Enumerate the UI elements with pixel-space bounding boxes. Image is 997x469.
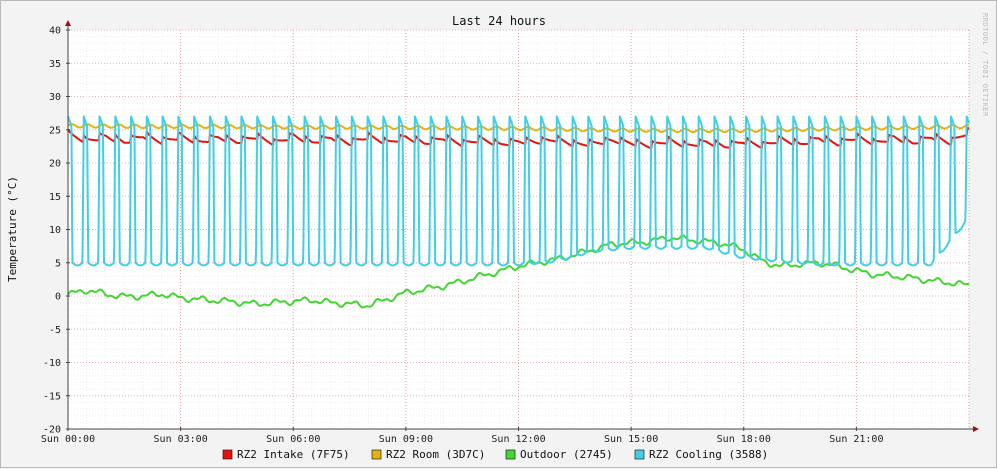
y-tick-label: 0 bbox=[55, 292, 61, 303]
x-tick-label: Sun 06:00 bbox=[266, 434, 320, 445]
y-tick-label: -20 bbox=[43, 425, 61, 436]
x-axis-arrow bbox=[973, 426, 979, 432]
legend-label: RZ2 Intake (7F75) bbox=[237, 448, 350, 461]
chart-title: Last 24 hours bbox=[452, 14, 546, 28]
x-tick-label: Sun 12:00 bbox=[491, 434, 545, 445]
y-tick-label: -15 bbox=[43, 391, 61, 402]
y-tick-label: 20 bbox=[49, 159, 61, 170]
cooling-series-line bbox=[67, 115, 970, 267]
grid-lines bbox=[67, 29, 970, 430]
x-tick-label: Sun 18:00 bbox=[717, 434, 771, 445]
y-axis-label: Temperature (°C) bbox=[6, 176, 19, 282]
legend-swatch bbox=[505, 449, 516, 460]
y-tick-label: 5 bbox=[55, 258, 61, 269]
legend-swatch bbox=[634, 449, 645, 460]
axes bbox=[65, 20, 979, 432]
y-tick-label: 15 bbox=[49, 192, 61, 203]
y-axis-arrow bbox=[65, 20, 71, 26]
legend: RZ2 Intake (7F75) RZ2 Room (3D7C) Outdoor … bbox=[222, 448, 768, 461]
y-tick-label: 40 bbox=[49, 26, 61, 37]
y-tick-label: 10 bbox=[49, 225, 61, 236]
x-tick-label: Sun 21:00 bbox=[829, 434, 883, 445]
legend-swatch bbox=[371, 449, 382, 460]
legend-label: RZ2 Cooling (3588) bbox=[649, 448, 768, 461]
y-tick-label: 30 bbox=[49, 92, 61, 103]
x-tick-label: Sun 15:00 bbox=[604, 434, 658, 445]
x-tick-label: Sun 00:00 bbox=[41, 434, 95, 445]
y-tick-label: -5 bbox=[49, 325, 61, 336]
watermark: RRDTOOL / TOBI OETIKER bbox=[981, 13, 989, 117]
x-tick-label: Sun 09:00 bbox=[379, 434, 433, 445]
y-tick-label: -10 bbox=[43, 358, 61, 369]
x-tick-label: Sun 03:00 bbox=[154, 434, 208, 445]
legend-label: Outdoor (2745) bbox=[520, 448, 613, 461]
room-series-line bbox=[67, 123, 970, 134]
legend-label: RZ2 Room (3D7C) bbox=[386, 448, 485, 461]
intake-series-line bbox=[67, 126, 970, 150]
series-layer bbox=[67, 115, 970, 309]
legend-swatch bbox=[222, 449, 233, 460]
y-tick-label: 35 bbox=[49, 59, 61, 70]
y-tick-label: 25 bbox=[49, 125, 61, 136]
